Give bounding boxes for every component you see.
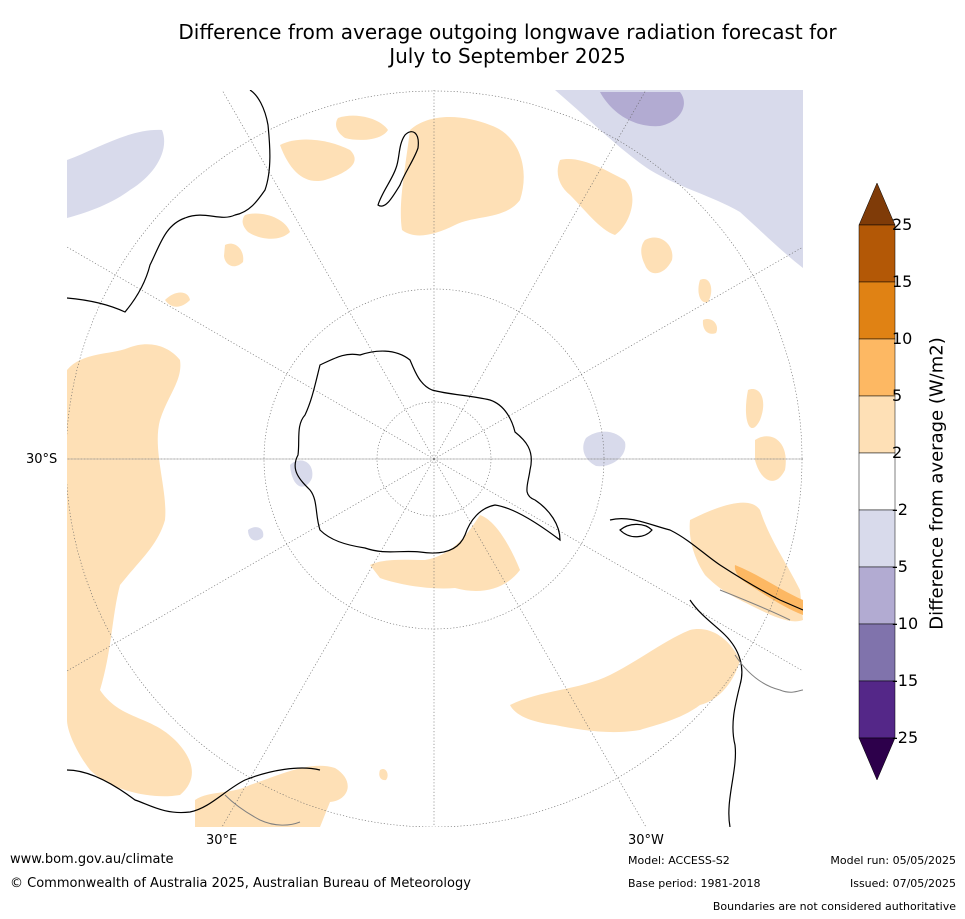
base-period-info: Base period: 1981-2018 bbox=[628, 877, 761, 890]
south-america-outline bbox=[609, 518, 803, 827]
pacific-positive-region-3 bbox=[400, 116, 524, 236]
east-pacific-positive-patch-2 bbox=[702, 319, 718, 334]
latitude-label-30s: 30°S bbox=[26, 452, 58, 467]
ne-negative-band bbox=[555, 90, 803, 268]
central-pacific-positive-patch bbox=[641, 237, 673, 274]
colorbar-tick-neg5: -5 bbox=[892, 557, 908, 576]
colorbar-tick-5: 5 bbox=[892, 386, 903, 405]
tierra-del-fuego-outline bbox=[619, 523, 653, 538]
southern-africa-positive-region bbox=[195, 765, 348, 827]
model-info: Model: ACCESS-S2 bbox=[628, 854, 730, 867]
colorbar-tick-neg25: -25 bbox=[892, 728, 919, 747]
map-title: Difference from average outgoing longwav… bbox=[60, 20, 955, 68]
south-atlantic-positive-region bbox=[510, 629, 740, 733]
longitude-label-30w: 30°W bbox=[628, 833, 664, 848]
issued-date: Issued: 07/05/2025 bbox=[849, 877, 956, 890]
colorbar-tick-neg10: -10 bbox=[892, 614, 919, 633]
australia-outline bbox=[67, 90, 271, 313]
colorbar-tick-neg2: -2 bbox=[892, 500, 908, 519]
colorbar-label-text: Difference from average (W/m2) bbox=[926, 337, 948, 630]
negative-anomaly-regions bbox=[67, 90, 803, 541]
model-run-date: Model run: 05/05/2025 bbox=[830, 854, 956, 867]
colorbar-tick-neg15: -15 bbox=[892, 671, 919, 690]
colorbar-band-10-15 bbox=[858, 281, 896, 340]
indian-ocean-negative-patch-2 bbox=[248, 527, 264, 541]
africa-outline bbox=[67, 767, 321, 814]
small-positive-patch-1 bbox=[224, 243, 244, 267]
colorbar bbox=[858, 182, 896, 781]
colorbar-band-neutral bbox=[858, 452, 896, 511]
nw-negative-region bbox=[67, 129, 165, 218]
africa-positive-region bbox=[67, 344, 192, 797]
colorbar-band-neg2-neg5 bbox=[858, 509, 896, 568]
copyright-notice: © Commonwealth of Australia 2025, Austra… bbox=[10, 876, 471, 891]
colorbar-tick-25: 25 bbox=[892, 215, 913, 234]
colorbar-bottom-extension bbox=[858, 737, 896, 781]
colorbar-tick-10: 10 bbox=[892, 329, 913, 348]
small-positive-patch-2 bbox=[165, 292, 190, 307]
colorbar-top-extension bbox=[858, 182, 896, 226]
pacific-positive-region-2 bbox=[336, 115, 388, 140]
boundaries-disclaimer: Boundaries are not considered authoritat… bbox=[712, 900, 956, 913]
country-borders bbox=[224, 589, 803, 826]
positive-anomaly-regions bbox=[67, 115, 803, 827]
colorbar-band-2-5 bbox=[858, 395, 896, 454]
new-zealand-outline bbox=[377, 131, 419, 207]
tiny-positive-patch bbox=[379, 769, 388, 781]
east-pacific-positive-patch-3 bbox=[745, 389, 764, 429]
colorbar-band-neg10-neg15 bbox=[858, 623, 896, 682]
colorbar-band-neg5-neg10 bbox=[858, 566, 896, 625]
title-line-2: July to September 2025 bbox=[389, 44, 626, 68]
pacific-positive-region-4 bbox=[557, 159, 633, 235]
east-pacific-positive-patch bbox=[698, 279, 712, 303]
colorbar-band-5-10 bbox=[858, 338, 896, 397]
website-link[interactable]: www.bom.gov.au/climate bbox=[10, 852, 174, 867]
colorbar-band-15-25 bbox=[858, 224, 896, 283]
nz-positive-patch bbox=[242, 213, 290, 239]
title-line-1: Difference from average outgoing longwav… bbox=[178, 20, 837, 44]
indian-ocean-negative-patch bbox=[290, 460, 313, 487]
antarctic-coast-positive-region bbox=[370, 515, 520, 591]
ne-negative-core bbox=[600, 92, 684, 127]
colorbar-tick-15: 15 bbox=[892, 272, 913, 291]
pacific-positive-region-1 bbox=[280, 139, 355, 182]
east-pacific-positive-patch-4 bbox=[755, 436, 786, 481]
colorbar-tick-2: 2 bbox=[892, 443, 903, 462]
antarctica-outline bbox=[294, 350, 561, 554]
longitude-label-30e: 30°E bbox=[206, 833, 238, 848]
atlantic-negative-patch bbox=[583, 431, 626, 467]
coastlines bbox=[67, 90, 803, 827]
colorbar-band-neg15-neg25 bbox=[858, 680, 896, 739]
